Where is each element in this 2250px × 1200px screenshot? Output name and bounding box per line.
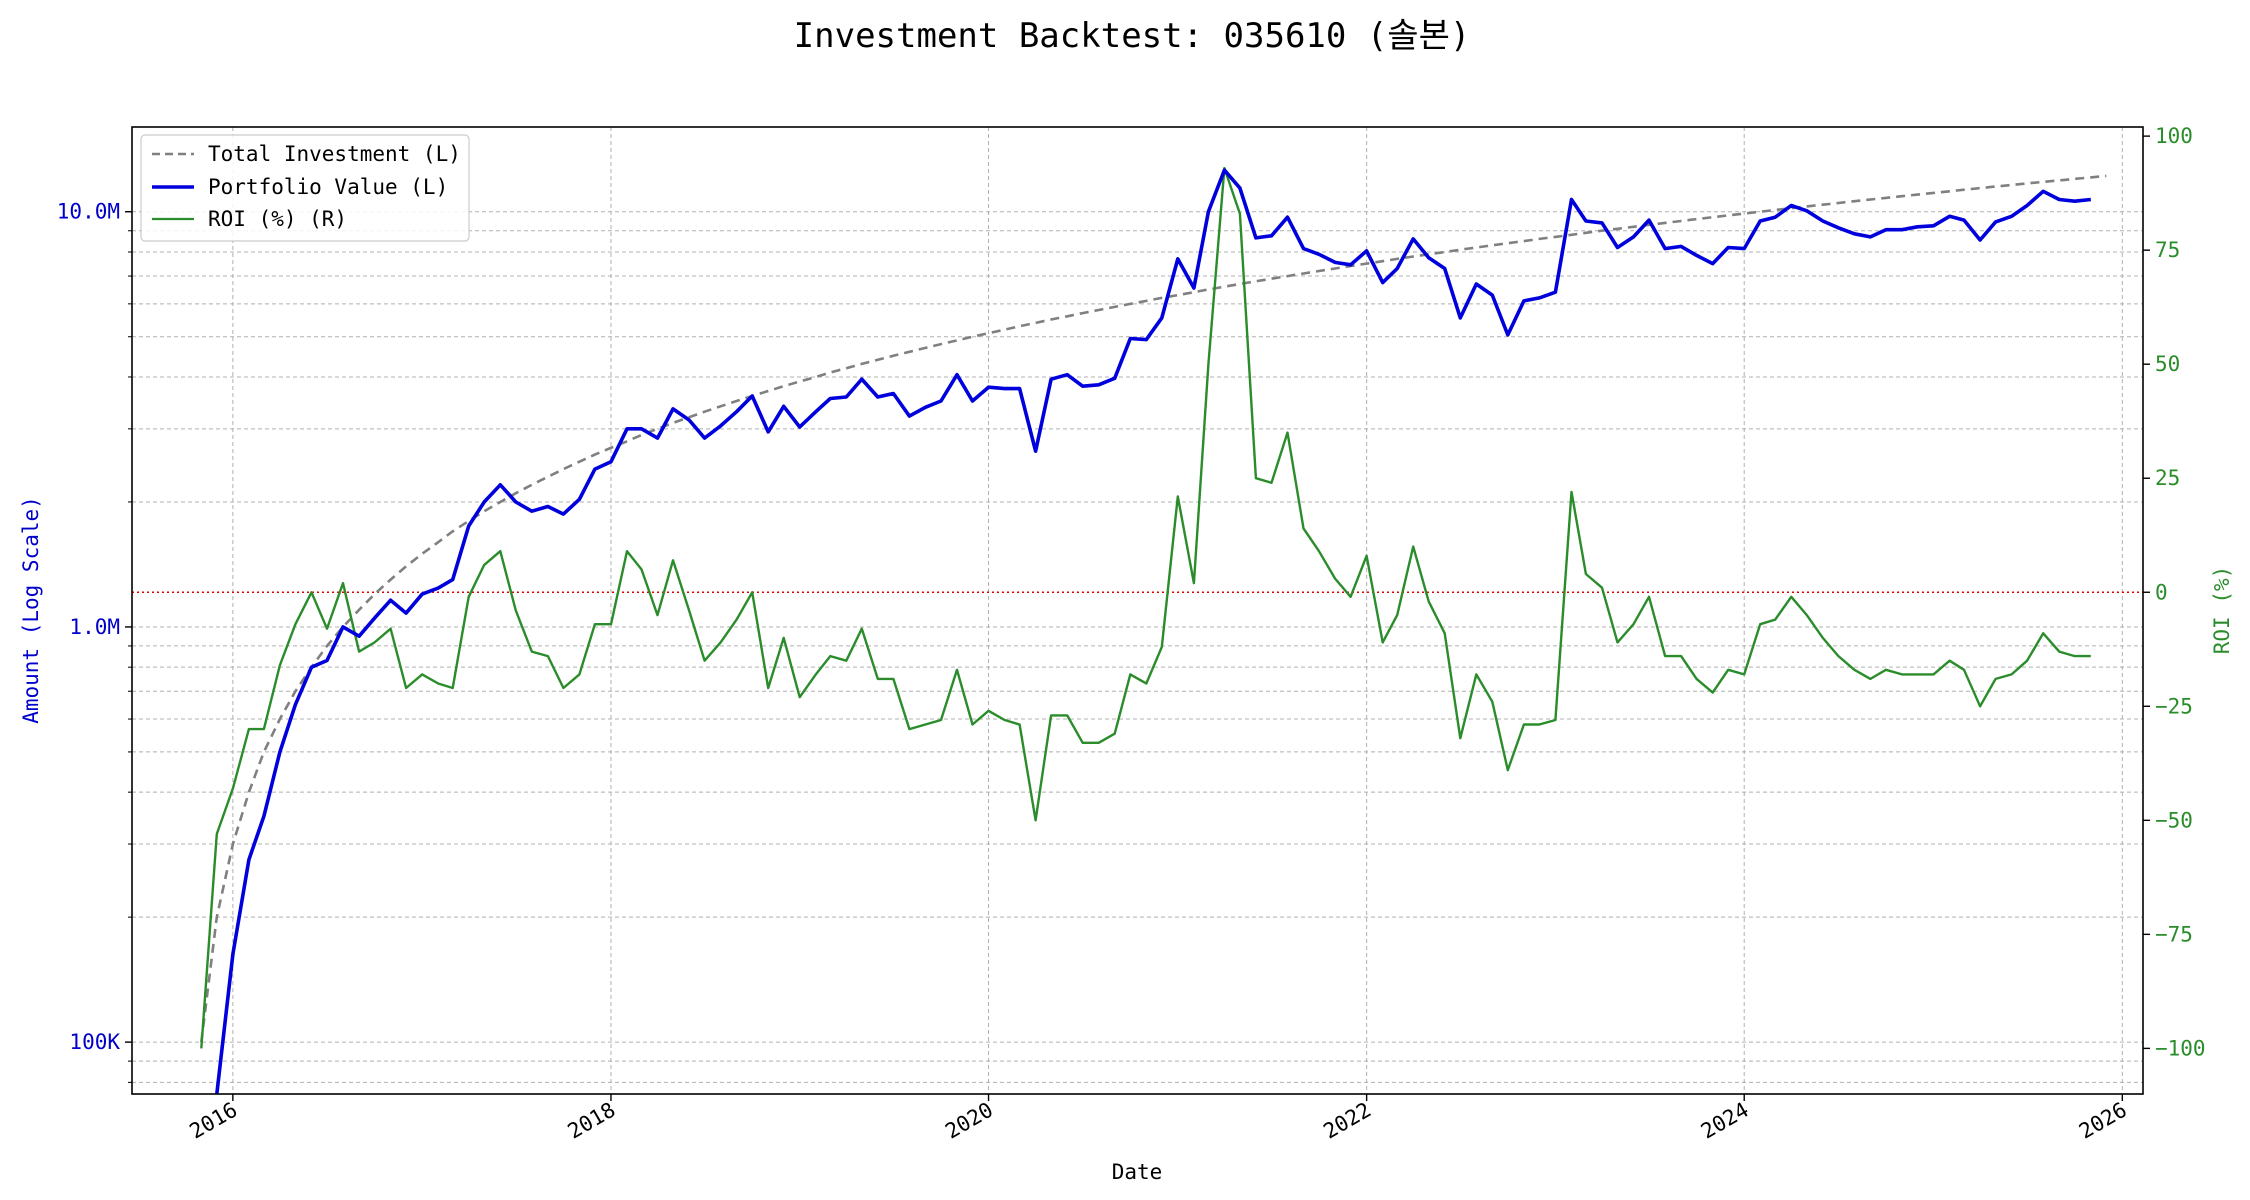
right-tick-label: −100 (2155, 1036, 2206, 1060)
x-tick-label: 2018 (564, 1098, 620, 1144)
right-tick-label: −75 (2155, 922, 2193, 946)
right-tick-label: −25 (2155, 694, 2193, 718)
grid-lines (132, 127, 2143, 1094)
right-tick-label: 50 (2155, 352, 2180, 376)
right-y-axis-label: ROI (%) (2210, 566, 2234, 655)
right-tick-label: −50 (2155, 808, 2193, 832)
plot-frame (131, 126, 2144, 1095)
right-tick-label: 75 (2155, 238, 2180, 262)
series-line-portfolio-value (215, 168, 2091, 1095)
series-line-total-investment (200, 174, 2107, 1043)
left-tick-label: 100K (69, 1030, 120, 1054)
legend-box (140, 134, 470, 242)
left-y-axis-label: Amount (Log Scale) (19, 496, 43, 724)
legend-label-portfolio-value: Portfolio Value (L) (208, 175, 448, 199)
left-tick-label: 1.0M (69, 615, 120, 639)
x-tick-label: 2026 (2075, 1098, 2131, 1144)
x-tick-label: 2016 (186, 1098, 242, 1144)
x-axis: 2016 2018 2020 2022 2024 2026 (186, 1094, 2131, 1144)
x-tick-label: 2024 (1697, 1098, 1753, 1144)
right-y-axis: 100 75 50 25 0 −25 −50 −75 −100 (2143, 124, 2206, 1060)
right-tick-label: 0 (2155, 580, 2168, 604)
left-tick-label: 10.0M (57, 200, 120, 224)
legend: Total Investment (L) Portfolio Value (L)… (140, 134, 470, 242)
chart-title: Investment Backtest: 035610 (솔본) (794, 16, 1471, 56)
legend-label-roi: ROI (%) (R) (208, 207, 347, 231)
series-lines (200, 166, 2107, 1095)
x-tick-label: 2020 (941, 1098, 997, 1144)
x-tick-label: 2022 (1319, 1098, 1375, 1144)
legend-label-total-investment: Total Investment (L) (208, 142, 461, 166)
right-tick-label: 25 (2155, 466, 2180, 490)
series-line-roi (200, 166, 2091, 1049)
x-axis-label: Date (1112, 1160, 1163, 1184)
right-tick-label: 100 (2155, 124, 2193, 148)
left-y-axis: 100K 1.0M 10.0M (57, 200, 132, 1083)
